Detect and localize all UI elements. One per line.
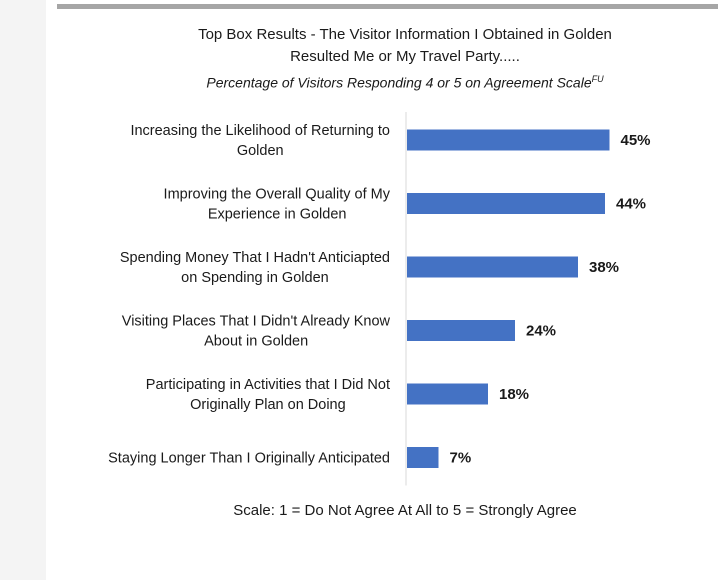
page-margin [0, 0, 46, 580]
bar [407, 383, 488, 405]
data-label: 7% [450, 450, 472, 467]
category-label: About in Golden [204, 334, 308, 350]
data-label: 38% [589, 259, 619, 276]
category-label: Increasing the Likelihood of Returning t… [130, 123, 390, 139]
chart-title-line-1: Top Box Results - The Visitor Informatio… [198, 26, 612, 43]
bar [407, 320, 515, 341]
category-label: Improving the Overall Quality of My [164, 187, 391, 203]
data-label: 24% [526, 323, 556, 340]
scale-footnote: Scale: 1 = Do Not Agree At All to 5 = St… [233, 502, 577, 519]
category-label: Experience in Golden [208, 207, 347, 223]
bar [407, 129, 610, 151]
bar-chart: 45% Increasing the Likelihood of Returnin… [108, 112, 651, 486]
category-label: Participating in Activities that I Did N… [146, 377, 390, 393]
category-label: Originally Plan on Doing [190, 397, 346, 413]
chart-subtitle: Percentage of Visitors Responding 4 or 5… [95, 68, 715, 94]
chart-title-line-2: Resulted Me or My Travel Party..... [290, 48, 520, 65]
data-label: 18% [499, 386, 529, 403]
bar [407, 447, 439, 468]
chart-subtitle-superscript: FU [591, 74, 604, 84]
chart-title-block: Top Box Results - The Visitor Informatio… [95, 24, 715, 94]
category-label: Spending Money That I Hadn't Anticiapted [120, 250, 390, 266]
top-divider [57, 4, 718, 9]
bar [407, 193, 605, 214]
category-label: Staying Longer Than I Originally Anticip… [108, 451, 390, 467]
category-label: Visiting Places That I Didn't Already Kn… [122, 314, 391, 330]
category-label: Golden [237, 143, 284, 159]
bar [407, 256, 578, 278]
data-label: 45% [621, 132, 651, 149]
data-label: 44% [616, 196, 646, 213]
chart-subtitle-text: Percentage of Visitors Responding 4 or 5… [206, 74, 592, 91]
category-label: on Spending in Golden [181, 270, 329, 286]
